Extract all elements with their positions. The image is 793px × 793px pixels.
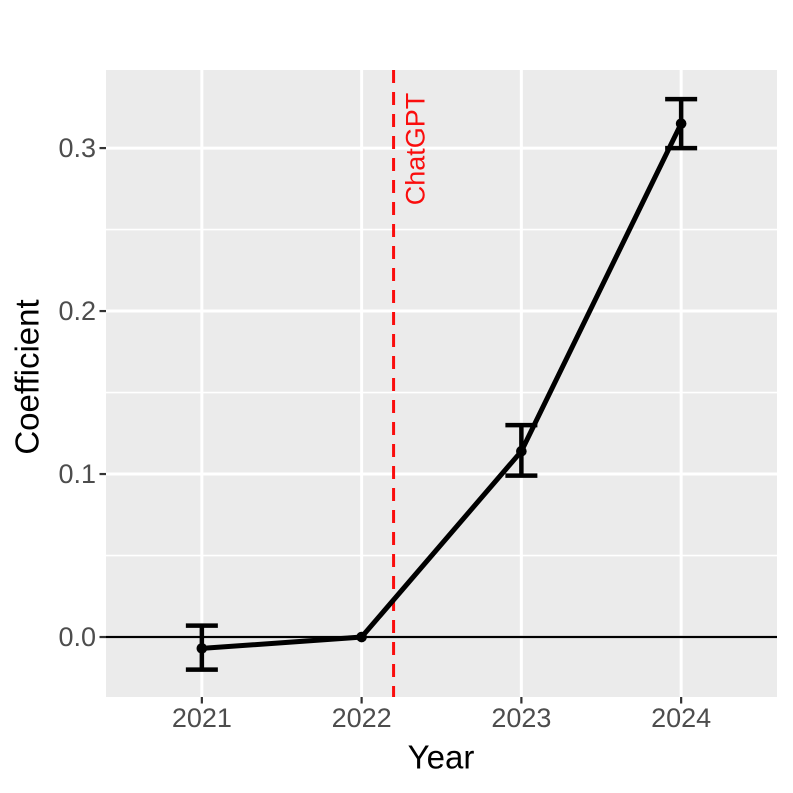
y-tick-label: 0.2 [58, 296, 96, 326]
chatgpt-vline-label: ChatGPT [400, 92, 431, 206]
x-tick-label: 2021 [172, 703, 232, 733]
y-tick-label: 0.1 [58, 459, 96, 489]
data-point [675, 118, 687, 129]
data-point [356, 631, 367, 643]
x-tick-label: 2023 [491, 703, 551, 733]
data-line [201, 122, 684, 651]
y-tick-label: 0.0 [58, 622, 96, 652]
panel-background [106, 70, 777, 697]
data-point [196, 643, 208, 654]
x-tick-label: 2024 [651, 703, 711, 733]
data-point [516, 445, 527, 457]
x-tick-label: 2022 [332, 703, 392, 733]
x-axis-title: Year [407, 738, 475, 776]
y-tick-label: 0.3 [58, 133, 96, 163]
y-axis-title: Coefficient [8, 299, 46, 455]
